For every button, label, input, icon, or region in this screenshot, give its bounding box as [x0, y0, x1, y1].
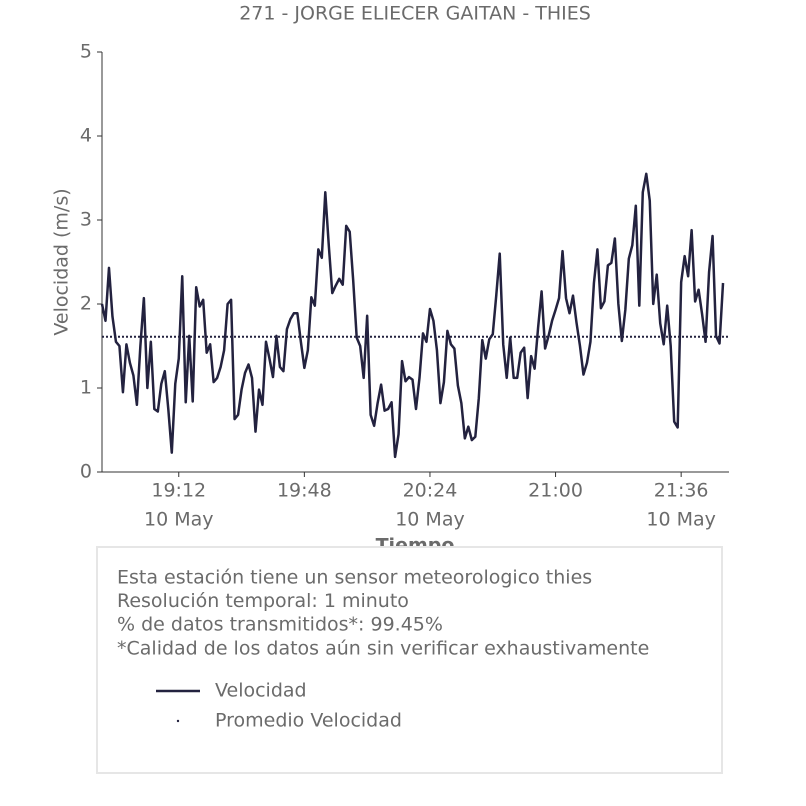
y-tick-label: 2 [80, 293, 92, 315]
x-date-label: 10 May [395, 509, 465, 531]
note: *Calidad de los datos aún sin verificar … [117, 637, 649, 659]
y-tick-label: 4 [80, 125, 92, 147]
legend-label: Promedio Velocidad [215, 710, 402, 732]
legend-label: Velocidad [215, 680, 307, 702]
legend-swatch [176, 719, 180, 723]
chart-title: 271 - JORGE ELIECER GAITAN - THIES [239, 3, 591, 25]
y-tick-label: 0 [80, 461, 92, 483]
note: Resolución temporal: 1 minuto [117, 590, 409, 612]
x-date-label: 10 May [646, 509, 716, 531]
y-tick-label: 1 [80, 377, 92, 399]
note: % de datos transmitidos*: 99.45% [117, 614, 443, 636]
x-tick-label: 21:00 [528, 480, 583, 502]
plot-area: 0 1 2 3 4 5 19:12 19:48 20:24 21:00 21:36 10 May 10 … [80, 41, 729, 531]
x-tick-label: 19:48 [277, 480, 332, 502]
note: Esta estación tiene un sensor meteorolog… [117, 567, 592, 589]
y-axis-label: Velocidad (m/s) [51, 188, 73, 335]
y-tick-label: 3 [80, 209, 92, 231]
y-tick-label: 5 [80, 41, 92, 63]
x-tick-label: 19:12 [151, 480, 206, 502]
x-tick-label: 21:36 [654, 480, 709, 502]
x-date-label: 10 May [144, 509, 214, 531]
info-box [96, 546, 723, 774]
line-series [100, 172, 725, 459]
x-tick-label: 20:24 [403, 480, 458, 502]
info-content: Esta estación tiene un sensor meteorolog… [117, 567, 649, 732]
